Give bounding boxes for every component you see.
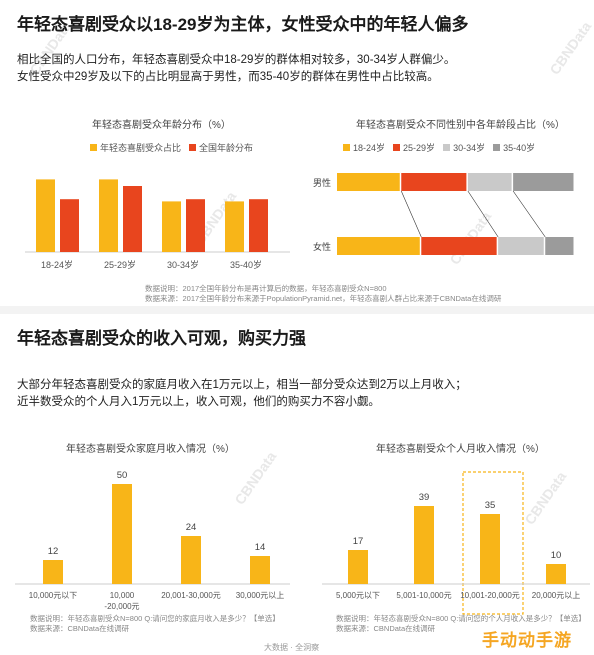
bar-young [99,179,118,252]
x-tick-label: 10,001-20,000元 [460,591,520,600]
chart-household-income: 12 10,000元以下 50 10,000 -20,000元 24 20,001-30,0… [15,470,290,611]
y-category-label: 女性 [313,241,331,252]
note-line: 数据说明：2017全国年龄分布是再计算后的数据，年轻态喜剧受众N=800 [145,284,387,293]
bar-national [249,199,268,252]
stacked-segment [421,237,497,255]
x-tick-label: 20,000元以上 [532,591,580,600]
legend-label: 35-40岁 [503,143,536,153]
bar [181,536,201,584]
legend-swatch [393,144,401,151]
legend-swatch [343,144,350,151]
data-label: 50 [117,470,128,481]
legend-label: 25-29岁 [403,143,436,153]
stacked-segment [337,173,400,191]
bar-national [186,199,205,252]
note-line: 数据说明：年轻态喜剧受众N=800 Q:请问您的家庭月收入是多少？【单选】 [30,614,280,623]
data-label: 14 [255,542,266,553]
bar-young [162,201,181,252]
legend-swatch [189,144,197,151]
corner-logo-text: 手动动手游 [482,631,572,650]
x-tick-label: 30,000元以上 [236,591,284,600]
note-line: 数据来源：CBNData在线调研 [336,624,436,633]
note-line: 数据来源：2017全国年龄分布来源于PopulationPyramid.net，… [145,294,502,303]
legend-label: 30-34岁 [453,143,486,153]
x-tick-label: 10,000 [110,591,135,600]
legend-swatch [443,144,451,151]
connector-line [400,190,422,238]
watermark: CBNData [546,18,594,78]
section-paragraph-income: 大部分年轻态喜剧受众的家庭月收入在1万元以上，相当一部分受众达到2万以上月收入；… [17,377,467,411]
legend-swatch [90,144,97,151]
paragraph-line: 相比全国的人口分布，年轻态喜剧受众中18-29岁的群体相对较多，30-34岁人群… [17,54,456,66]
stacked-segment [513,173,574,191]
data-label: 10 [551,550,562,561]
note-line: 数据来源：CBNData在线调研 [30,624,130,633]
chart-title-personal-income: 年轻态喜剧受众个人月收入情况（%） [376,444,545,455]
x-tick-label: 35-40岁 [230,259,262,270]
highlight-frame [462,471,524,615]
connector-line [467,190,499,238]
section-divider [0,306,594,314]
data-label: 12 [48,546,59,557]
x-tick-label: -20,000元 [104,602,139,611]
legend-label: 18-24岁 [353,143,386,153]
bar-young [225,201,244,252]
chart-note-personal: 数据说明：年轻态喜剧受众N=800 Q:请问您的个人月收入是多少？【单选】 数据… [336,614,586,634]
data-label: 24 [186,522,197,533]
bar-national [60,199,79,252]
x-tick-label: 18-24岁 [41,259,73,270]
bar [546,564,566,584]
x-tick-label: 10,000元以下 [29,591,77,600]
bar [43,560,63,584]
x-tick-label: 30-34岁 [167,259,199,270]
x-tick-label: 5,000元以下 [336,591,380,600]
bar-young [36,179,55,252]
chart-personal-income: 17 5,000元以下 39 5,001-10,000元 35 10,001-20,000… [322,471,590,615]
y-category-label: 男性 [313,177,331,188]
note-line: 数据说明：年轻态喜剧受众N=800 Q:请问您的个人月收入是多少？【单选】 [336,614,586,623]
legend-gender: 18-24岁 25-29岁 30-34岁 35-40岁 [343,141,535,154]
chart-title-age: 年轻态喜剧受众年龄分布（%） [92,120,231,131]
stacked-segment [467,173,512,191]
paragraph-line: 近半数受众的个人月入1万元以上，收入可观，他们的购买力不容小觑。 [17,396,380,408]
page-footer: 大数据 · 全洞察 [264,643,320,652]
paragraph-line: 女性受众中29岁及以下的占比明显高于男性，而35-40岁的群体在男性中占比较高。 [17,71,439,83]
chart-title-household-income: 年轻态喜剧受众家庭月收入情况（%） [66,444,235,455]
bar [414,506,434,584]
bar [112,484,132,584]
bar-national [123,186,142,252]
x-tick-label: 25-29岁 [104,259,136,270]
legend-swatch [493,144,501,151]
legend-label: 全国年龄分布 [199,143,254,153]
data-label: 17 [353,536,364,547]
stacked-segment [337,237,420,255]
legend-label: 年轻态喜剧受众占比 [100,143,182,153]
chart-title-gender: 年轻态喜剧受众不同性别中各年龄段占比（%） [356,120,565,131]
chart-age-distribution: 18-24岁 25-29岁 30-34岁 35-40岁 [25,179,290,270]
section-heading-age: 年轻态喜剧受众以18-29岁为主体，女性受众中的年轻人偏多 [17,15,469,34]
stacked-segment [401,173,467,191]
bar [480,514,500,584]
x-tick-label: 5,001-10,000元 [396,591,451,600]
stacked-segment [545,237,574,255]
section-heading-income: 年轻态喜剧受众的收入可观，购买力强 [17,329,306,348]
connector-line [512,190,546,238]
paragraph-line: 大部分年轻态喜剧受众的家庭月收入在1万元以上，相当一部分受众达到2万以上月收入； [17,379,467,391]
section-paragraph-age: 相比全国的人口分布，年轻态喜剧受众中18-29岁的群体相对较多，30-34岁人群… [17,52,455,86]
bar [348,550,368,584]
chart-note-household: 数据说明：年轻态喜剧受众N=800 Q:请问您的家庭月收入是多少？【单选】 数据… [30,614,280,634]
x-tick-label: 20,001-30,000元 [161,591,221,600]
data-label: 35 [485,500,496,511]
data-label: 39 [419,492,430,503]
bar [250,556,270,584]
legend-age: 年轻态喜剧受众占比 全国年龄分布 [90,141,253,154]
chart-note-age: 数据说明：2017全国年龄分布是再计算后的数据，年轻态喜剧受众N=800 数据来… [145,284,501,304]
stacked-segment [498,237,544,255]
